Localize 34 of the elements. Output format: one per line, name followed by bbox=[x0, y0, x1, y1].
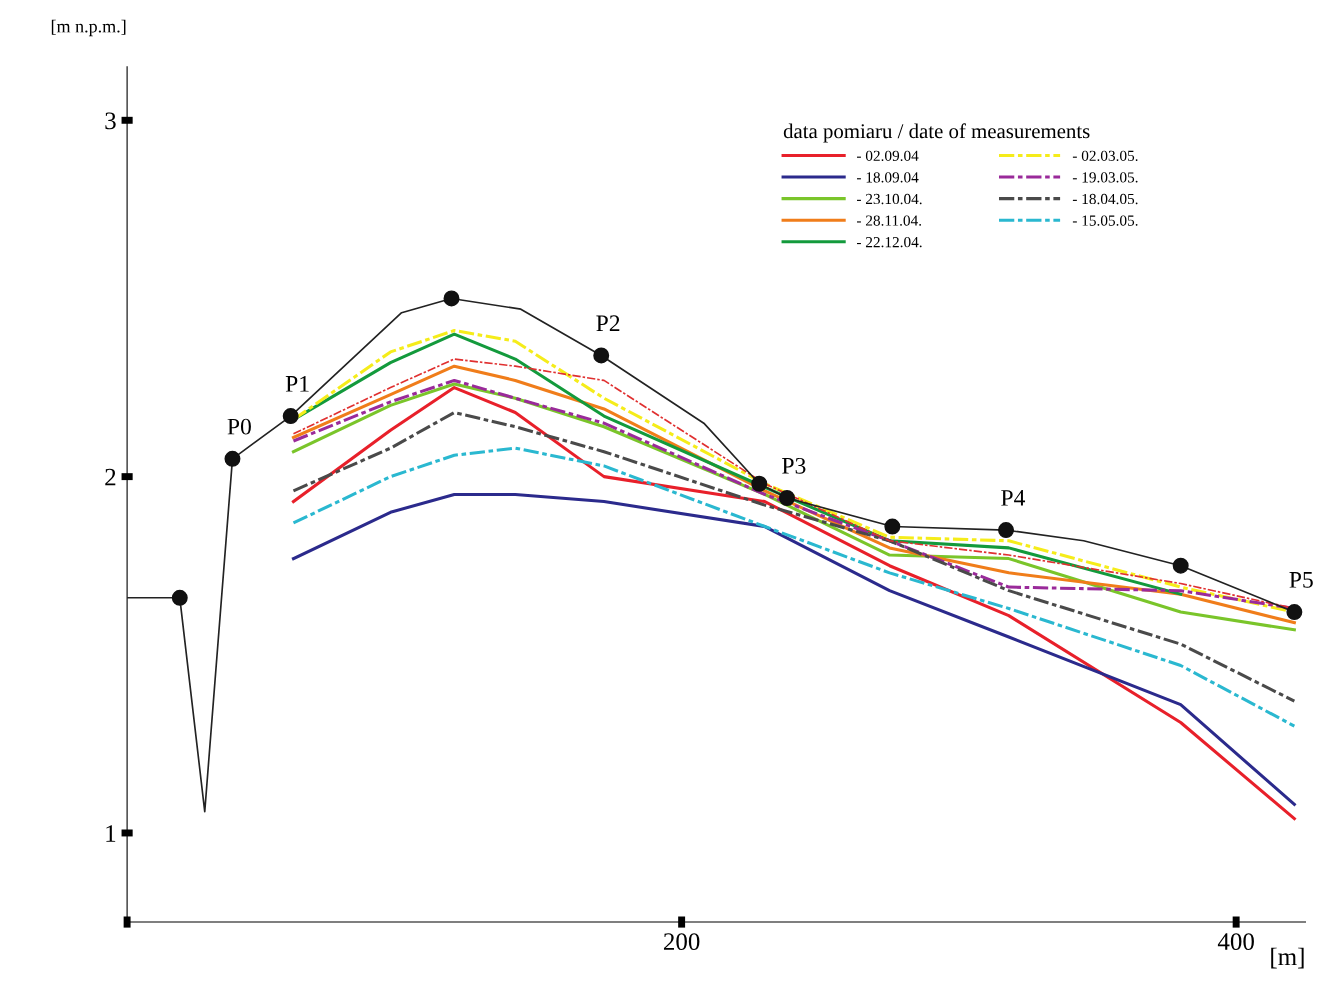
y-axis-title: [m n.p.m.] bbox=[51, 19, 126, 37]
legend-label: - 18.04.05. bbox=[1072, 193, 1138, 205]
point bbox=[1286, 604, 1303, 621]
point bbox=[998, 522, 1015, 539]
point bbox=[282, 408, 299, 425]
point bbox=[443, 290, 460, 307]
legend-label: - 28.11.04. bbox=[856, 215, 922, 226]
annotation: P2 bbox=[596, 315, 620, 331]
legend-label: - 02.09.04 bbox=[856, 150, 919, 162]
point bbox=[1172, 557, 1189, 574]
annotation: P4 bbox=[1001, 490, 1026, 506]
x-tick-label: 400 bbox=[1217, 933, 1254, 951]
legend-title: data pomiaru / date of measurements bbox=[783, 123, 1090, 143]
legend-label: - 19.03.05. bbox=[1072, 172, 1138, 183]
y-tick-label: 2 bbox=[105, 468, 116, 486]
annotation: P3 bbox=[782, 457, 806, 474]
y-tick-label: 3 bbox=[105, 112, 116, 130]
y-tick-label: 1 bbox=[106, 825, 116, 842]
point bbox=[779, 490, 795, 506]
point bbox=[224, 450, 241, 467]
legend-label: - 18.09.04 bbox=[856, 172, 919, 183]
legend-label: - 02.03.05. bbox=[1072, 150, 1138, 162]
point bbox=[884, 518, 901, 535]
annotation: P5 bbox=[1289, 572, 1313, 588]
x-axis-title: [m] bbox=[1271, 947, 1304, 969]
x-tick-label: 200 bbox=[663, 933, 700, 951]
point bbox=[593, 347, 610, 364]
legend-label: - 22.12.04. bbox=[856, 236, 922, 248]
legend-label: - 23.10.04. bbox=[856, 193, 922, 205]
point bbox=[751, 475, 768, 492]
legend-label: - 15.05.05. bbox=[1072, 215, 1138, 226]
annotation: P0 bbox=[227, 418, 251, 435]
annotation: P1 bbox=[285, 375, 309, 392]
point bbox=[171, 589, 188, 606]
